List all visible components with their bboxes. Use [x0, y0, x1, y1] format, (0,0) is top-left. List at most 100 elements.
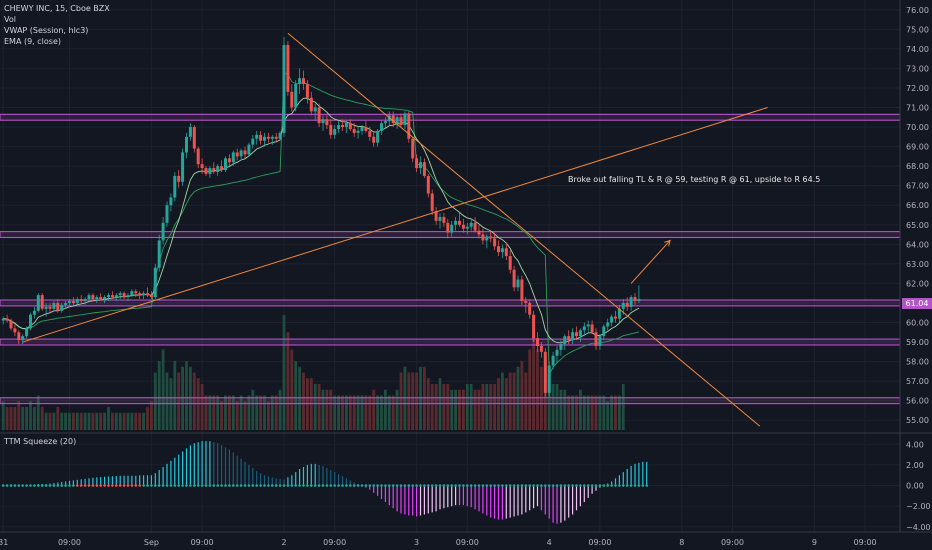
candle-body: [216, 166, 220, 172]
price-tick-label: 66.00: [906, 201, 929, 210]
candle-body: [508, 256, 512, 270]
legend-vol[interactable]: Vol: [4, 15, 16, 24]
time-tick-label: 31: [0, 538, 8, 547]
volume-bar: [403, 366, 407, 430]
squeeze-dot: [310, 484, 313, 487]
squeeze-dot: [56, 484, 60, 487]
volume-bar: [575, 395, 578, 430]
squeeze-dot: [294, 484, 298, 487]
candle-body: [333, 129, 337, 135]
squeeze-dot: [196, 484, 200, 487]
symbol-title[interactable]: CHEWY INC, 15, Cboe BZX: [4, 4, 110, 13]
candle-body: [40, 295, 44, 309]
squeeze-dot: [87, 484, 91, 487]
candle-body: [204, 168, 208, 174]
squeeze-dot: [169, 484, 173, 487]
squeeze-dot: [641, 484, 645, 487]
volume-bar: [594, 395, 598, 430]
volume-bar: [559, 389, 563, 430]
squeeze-dot: [200, 484, 204, 487]
volume-bar: [586, 395, 590, 430]
volume-bar: [501, 372, 504, 430]
squeeze-dot: [306, 484, 309, 487]
volume-bar: [348, 395, 352, 430]
squeeze-dot: [430, 484, 434, 487]
squeeze-dot: [368, 484, 372, 487]
volume-bar: [29, 401, 32, 430]
time-tick-label: 09:00: [323, 538, 346, 547]
squeeze-dot: [189, 484, 192, 487]
squeeze-dot: [602, 484, 606, 487]
candle-body: [380, 123, 383, 131]
candle-body: [278, 132, 282, 139]
squeeze-dot: [364, 484, 368, 487]
volume-bar: [345, 395, 348, 430]
squeeze-tick-label: 4.00: [906, 440, 924, 449]
candle-body: [107, 295, 110, 298]
legend-ema[interactable]: EMA (9, close): [4, 37, 61, 46]
volume-bar: [72, 412, 75, 430]
candle-body: [430, 193, 434, 212]
volume-bar: [103, 412, 106, 430]
volume-bar: [220, 401, 223, 430]
price-tick-label: 58.00: [906, 358, 929, 367]
squeeze-dot: [298, 484, 301, 487]
candle-body: [298, 78, 302, 85]
squeeze-dot: [442, 484, 446, 487]
volume-bar: [337, 395, 340, 430]
candle-body: [208, 168, 212, 174]
candle-body: [625, 302, 629, 307]
candle-body: [99, 297, 103, 300]
time-tick-label: Sep: [144, 538, 159, 547]
squeeze-dot: [419, 484, 422, 487]
squeeze-dot: [388, 484, 391, 487]
price-tick-label: 67.00: [906, 182, 929, 191]
candle-body: [594, 332, 598, 346]
candle-body: [188, 127, 192, 137]
volume-bar: [384, 389, 387, 430]
time-tick-label: 09:00: [456, 538, 479, 547]
squeeze-dot: [497, 484, 500, 487]
candle-body: [446, 222, 450, 233]
candle-body: [29, 314, 32, 329]
time-tick-label: 09:00: [191, 538, 214, 547]
candle-body: [68, 301, 71, 303]
candle-body: [282, 44, 286, 133]
candle-body: [407, 113, 411, 139]
candle-body: [60, 304, 64, 311]
squeeze-dot: [185, 484, 188, 487]
candle-body: [422, 162, 426, 176]
squeeze-dot: [263, 484, 266, 487]
squeeze-dot: [466, 484, 469, 487]
candle-body: [192, 127, 196, 149]
volume-bar: [454, 389, 457, 430]
volume-bar: [243, 401, 247, 430]
vwap-line: [3, 72, 640, 377]
candle-body: [79, 299, 83, 301]
squeeze-dot: [563, 484, 567, 487]
squeeze-dot: [508, 484, 512, 487]
candle-body: [629, 297, 633, 307]
candle-body: [56, 302, 60, 311]
squeeze-dot: [37, 484, 40, 487]
volume-bar: [493, 384, 496, 430]
candle-body: [17, 332, 21, 341]
squeeze-dot: [376, 484, 379, 487]
upside-arrow: [630, 240, 671, 284]
volume-bar: [465, 384, 469, 430]
candle-body: [290, 91, 294, 108]
volume-bar: [118, 412, 122, 430]
candle-body: [403, 113, 407, 126]
squeeze-dot: [64, 484, 67, 487]
volume-bar: [150, 401, 153, 430]
legend-vwap[interactable]: VWAP (Session, hlc3): [4, 26, 89, 35]
volume-bar: [481, 384, 485, 430]
candle-body: [606, 322, 610, 327]
squeeze-dot: [469, 484, 473, 487]
candle-body: [21, 336, 25, 341]
candle-body: [633, 297, 637, 301]
squeeze-pane-label[interactable]: TTM Squeeze (20): [4, 437, 77, 446]
candle-body: [500, 248, 504, 253]
volume-bar: [590, 395, 594, 430]
